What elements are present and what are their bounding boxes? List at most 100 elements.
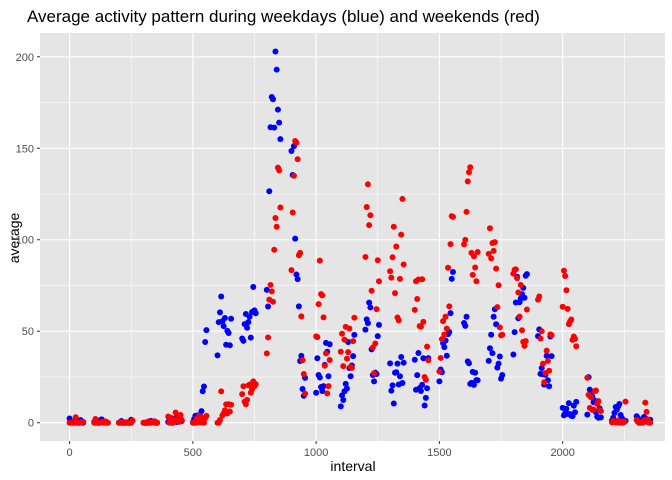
data-point	[572, 409, 579, 416]
data-point	[272, 214, 279, 221]
data-point	[588, 394, 595, 401]
data-point	[299, 357, 306, 364]
data-point	[345, 349, 352, 356]
data-point	[472, 264, 479, 271]
data-point	[325, 373, 332, 380]
data-point	[177, 412, 184, 419]
data-point	[449, 268, 456, 275]
data-point	[314, 355, 321, 362]
data-point	[463, 313, 470, 320]
data-point	[398, 231, 405, 238]
data-point	[469, 271, 476, 278]
data-point	[494, 304, 501, 311]
x-tick-label: 1000	[304, 447, 328, 459]
data-point	[347, 373, 354, 380]
data-point	[441, 331, 448, 338]
data-point	[288, 267, 295, 274]
data-point	[462, 322, 469, 329]
data-point	[200, 383, 207, 390]
data-point	[374, 333, 381, 340]
data-point	[590, 406, 597, 413]
data-point	[199, 388, 206, 395]
y-tick-label: 150	[16, 143, 34, 155]
data-point	[485, 357, 492, 364]
data-point	[337, 403, 344, 410]
data-point	[172, 409, 179, 416]
data-point	[393, 369, 400, 376]
data-point	[302, 390, 309, 397]
data-point	[316, 257, 323, 264]
data-point	[263, 350, 270, 357]
data-point	[495, 360, 502, 367]
x-tick-label: 0	[67, 447, 73, 459]
data-point	[218, 293, 225, 300]
data-point	[595, 398, 602, 405]
data-point	[72, 414, 79, 421]
data-point	[364, 181, 371, 188]
data-point	[376, 321, 382, 328]
data-point	[488, 331, 495, 338]
data-point	[597, 414, 604, 421]
x-tick-label: 2000	[550, 447, 574, 459]
data-point	[266, 188, 273, 195]
data-point	[474, 249, 481, 255]
data-point	[350, 338, 357, 345]
axis-ticks	[37, 56, 564, 444]
data-point	[396, 373, 403, 380]
data-point	[366, 299, 373, 306]
data-point	[438, 336, 445, 343]
data-point	[563, 405, 570, 412]
data-point	[367, 304, 374, 311]
data-point	[374, 257, 381, 264]
data-point	[319, 292, 326, 299]
data-point	[250, 283, 257, 290]
data-point	[467, 164, 474, 171]
data-point	[491, 239, 498, 246]
data-point	[392, 290, 399, 297]
data-point	[240, 383, 247, 390]
y-axis-title: average	[6, 212, 22, 263]
data-point	[486, 225, 493, 232]
data-point	[400, 359, 407, 366]
data-point	[621, 418, 628, 425]
data-point	[216, 309, 223, 316]
data-point	[388, 274, 395, 281]
data-point	[414, 372, 421, 379]
data-point	[417, 388, 424, 395]
data-point	[320, 314, 327, 321]
data-point	[362, 253, 369, 260]
data-point	[447, 241, 454, 248]
data-point	[340, 363, 347, 370]
data-point	[523, 271, 530, 278]
data-point	[514, 275, 521, 282]
data-point	[390, 400, 397, 407]
data-point	[245, 319, 252, 326]
data-point	[348, 364, 355, 371]
data-point	[294, 156, 301, 163]
data-point	[563, 287, 570, 294]
data-point	[343, 355, 350, 362]
data-point	[543, 347, 550, 354]
series-weekend-points	[66, 137, 654, 426]
data-point	[226, 342, 233, 349]
data-point	[573, 343, 580, 350]
data-point	[226, 408, 233, 415]
data-point	[341, 336, 348, 343]
data-point	[289, 209, 296, 216]
data-point	[441, 344, 448, 351]
data-point	[315, 301, 322, 308]
data-point	[203, 412, 210, 419]
data-point	[464, 178, 471, 185]
data-point	[389, 382, 396, 389]
data-point	[647, 419, 654, 426]
data-point	[420, 355, 427, 362]
data-point	[399, 195, 406, 202]
data-point	[462, 236, 469, 243]
data-point	[436, 368, 443, 375]
data-point	[422, 394, 429, 401]
data-point	[643, 408, 650, 415]
data-point	[519, 327, 525, 334]
data-point	[424, 343, 431, 350]
y-tick-label: 200	[16, 52, 34, 64]
